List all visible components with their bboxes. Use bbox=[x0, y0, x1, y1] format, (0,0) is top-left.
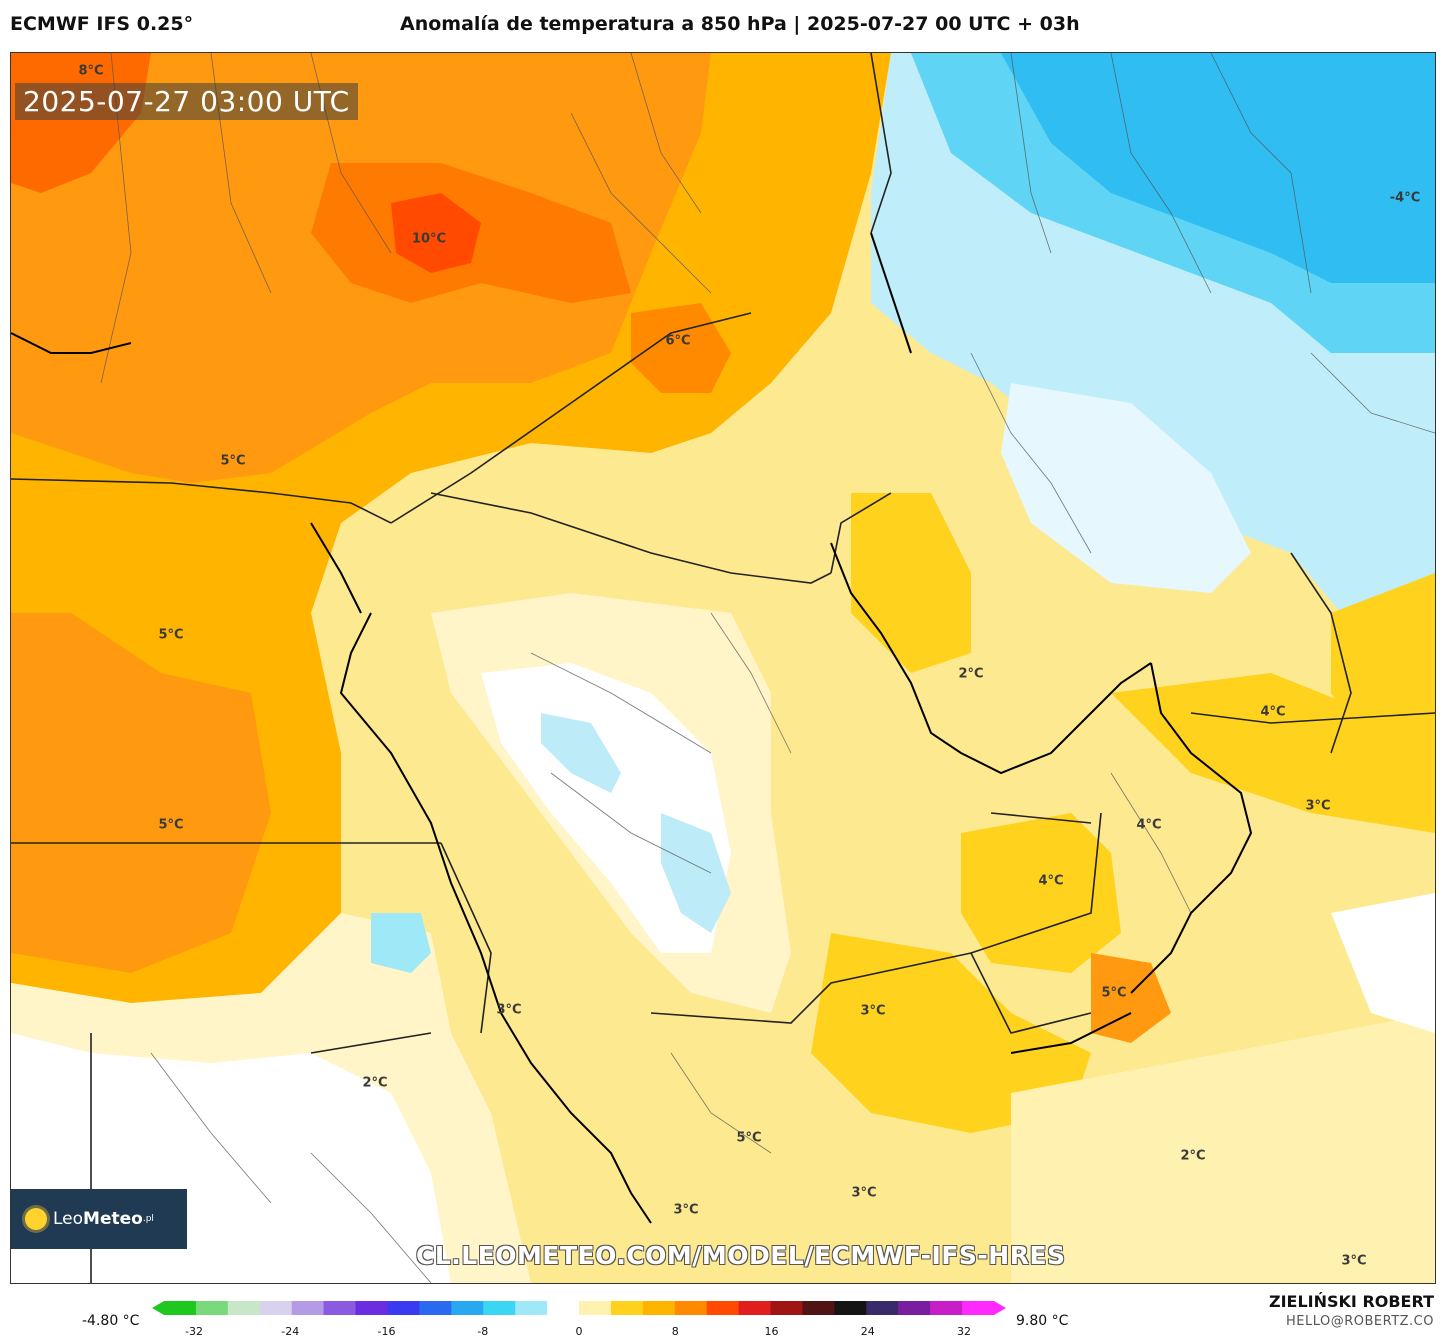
colorbar-left-arrow bbox=[152, 1301, 164, 1315]
leometeo-logo: Leo Meteo .pl bbox=[11, 1189, 187, 1249]
valid-time-label: 2025-07-27 03:00 UTC bbox=[15, 83, 358, 120]
colorbar-segment bbox=[355, 1301, 388, 1315]
author-email: HELLO@ROBERTZ.CO bbox=[1285, 1314, 1434, 1329]
colorbar-segment bbox=[227, 1301, 261, 1315]
anomaly-field bbox=[11, 53, 1435, 1283]
colorbar-segment bbox=[291, 1301, 325, 1315]
colorbar-segment bbox=[674, 1301, 708, 1315]
colorbar-segment bbox=[451, 1301, 484, 1315]
contour-label: 3°C bbox=[1305, 798, 1331, 814]
contour-label: 4°C bbox=[1136, 817, 1162, 833]
logo-text-bold: Meteo bbox=[83, 1209, 143, 1229]
colorbar-right-arrow bbox=[994, 1301, 1006, 1315]
colorbar-segment bbox=[898, 1301, 931, 1315]
contour-label: 3°C bbox=[496, 1002, 522, 1018]
colorbar-segment bbox=[547, 1301, 580, 1315]
colorbar-tick-label: 16 bbox=[764, 1325, 779, 1338]
logo-text-light: Leo bbox=[53, 1209, 84, 1229]
contour-label: -4°C bbox=[1389, 190, 1421, 206]
colorbar-tick-label: 32 bbox=[957, 1325, 971, 1338]
colorbar-segment bbox=[706, 1301, 740, 1315]
colorbar-ramp bbox=[152, 1301, 1006, 1315]
contour-label: 2°C bbox=[958, 666, 984, 682]
contour-label: 5°C bbox=[1101, 985, 1127, 1001]
colorbar-tick-label: -32 bbox=[185, 1325, 203, 1338]
colorbar-tick-label: 24 bbox=[860, 1325, 875, 1338]
colorbar-segment bbox=[834, 1301, 867, 1315]
colorbar-segment bbox=[962, 1301, 995, 1315]
sun-icon bbox=[25, 1208, 47, 1230]
colorbar-segment bbox=[164, 1301, 197, 1315]
contour-label: 2°C bbox=[1180, 1148, 1206, 1164]
colorbar-ticks: -32 -24 -16 -8 0 8 16 24 32 bbox=[0, 1325, 1444, 1339]
colorbar-tick-label: -8 bbox=[477, 1325, 489, 1338]
contour-label: 5°C bbox=[736, 1130, 762, 1146]
colorbar-segment bbox=[738, 1301, 772, 1315]
colorbar-segment bbox=[419, 1301, 452, 1315]
map-title: Anomalía de temperatura a 850 hPa | 2025… bbox=[400, 13, 1080, 35]
colorbar-tick-label: 8 bbox=[671, 1325, 679, 1338]
contour-label: 5°C bbox=[158, 627, 184, 643]
colorbar-segment bbox=[323, 1301, 357, 1315]
colorbar-segment bbox=[610, 1301, 644, 1315]
logo-text-suffix: .pl bbox=[142, 1214, 154, 1224]
source-watermark: CL.LEOMETEO.COM/MODEL/ECMWF-IFS-HRES bbox=[416, 1241, 1066, 1270]
contour-label: 4°C bbox=[1038, 873, 1064, 889]
author-credit: ZIELIŃSKI ROBERT bbox=[1268, 1292, 1434, 1311]
colorbar-segment bbox=[259, 1301, 293, 1315]
contour-label: 6°C bbox=[665, 333, 691, 349]
contour-label: 4°C bbox=[1260, 704, 1286, 720]
colorbar-segment bbox=[195, 1301, 229, 1315]
colorbar-segment bbox=[515, 1301, 548, 1315]
model-name: ECMWF IFS 0.25° bbox=[10, 13, 194, 35]
colorbar bbox=[152, 1300, 1006, 1315]
contour-label: 3°C bbox=[673, 1202, 699, 1218]
colorbar-segment bbox=[483, 1301, 516, 1315]
temperature-anomaly-map: 2025-07-27 03:00 UTC 8°C 10°C 6°C 5°C 5°… bbox=[10, 52, 1436, 1284]
contour-label: 3°C bbox=[1341, 1253, 1367, 1269]
contour-label: 2°C bbox=[362, 1075, 388, 1091]
colorbar-segment bbox=[387, 1301, 420, 1315]
colorbar-segment bbox=[579, 1301, 612, 1315]
colorbar-tick-label: 0 bbox=[575, 1325, 583, 1338]
colorbar-segment bbox=[642, 1301, 676, 1315]
colorbar-min-label: -4.80 °C bbox=[82, 1313, 140, 1329]
colorbar-tick-label: -16 bbox=[377, 1325, 396, 1338]
colorbar-segment bbox=[802, 1301, 835, 1315]
colorbar-segment bbox=[930, 1301, 963, 1315]
colorbar-segment bbox=[770, 1301, 803, 1315]
colorbar-tick-label: -24 bbox=[281, 1325, 300, 1338]
contour-label: 8°C bbox=[78, 63, 104, 79]
colorbar-segment bbox=[866, 1301, 899, 1315]
colorbar-max-label: 9.80 °C bbox=[1016, 1313, 1069, 1329]
contour-label: 3°C bbox=[860, 1003, 886, 1019]
contour-label: 10°C bbox=[411, 231, 447, 247]
contour-label: 3°C bbox=[851, 1185, 877, 1201]
contour-label: 5°C bbox=[158, 817, 184, 833]
contour-label: 5°C bbox=[220, 453, 246, 469]
